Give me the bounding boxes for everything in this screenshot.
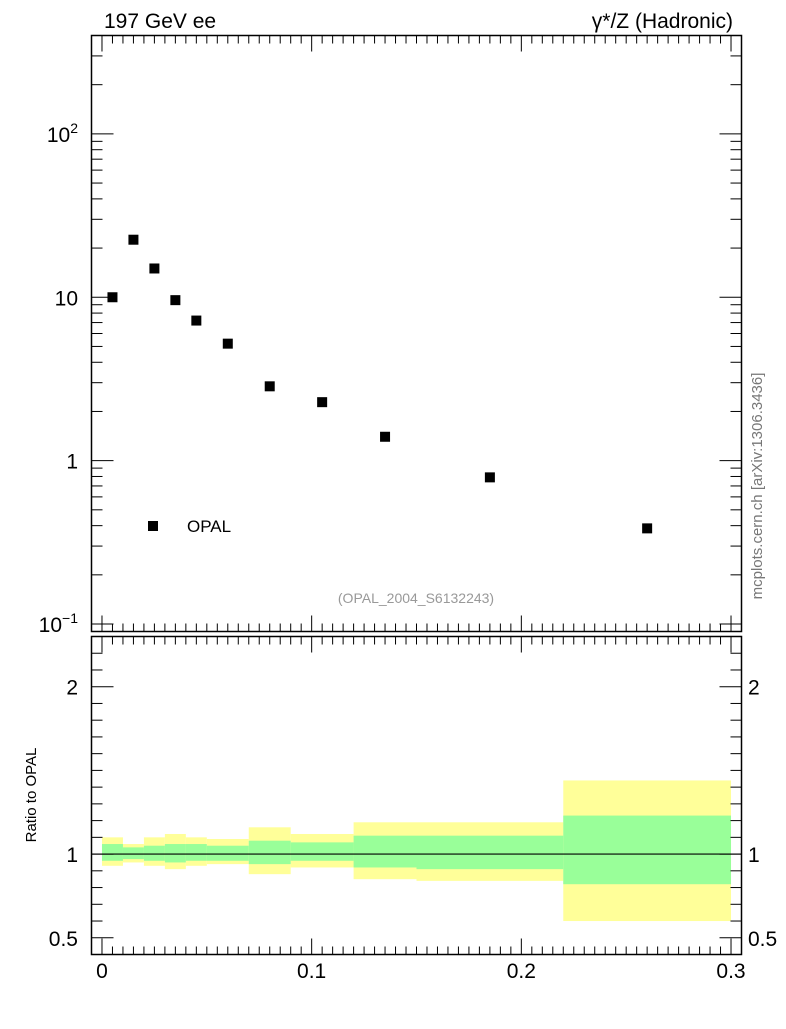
data-point [484,472,495,483]
ratio-panel: 0.5 0.5 1 1 2 2 0 0.1 0.2 0.3 [49,635,777,983]
ratio-stat-band [416,835,564,870]
legend-marker [148,521,158,531]
data-point [170,295,181,306]
data-point [222,338,233,349]
main-panel: 10−1 1 10 102 (OPAL_2004_S6132243) OPAL [39,34,743,637]
ratio-stat-band [143,845,165,861]
ratio-y-tick-label-right: 0.5 [748,928,777,951]
x-tick-label: 0.1 [297,960,326,983]
ratio-plot-frame [90,635,743,956]
ratio-stat-band [290,842,354,861]
data-point [107,292,118,303]
ratio-stat-band [122,847,144,860]
main-y-tick-label: 10−1 [39,610,79,637]
legend: OPAL [148,517,231,536]
data-point [642,523,653,534]
ratio-stat-band [185,844,207,861]
data-point [264,381,275,392]
main-y-tick-label: 1 [66,451,78,474]
x-tick-label: 0.3 [716,960,745,983]
ratio-y-tick-label-right: 2 [748,677,760,700]
main-plot-frame [90,34,743,633]
data-point [128,234,139,245]
header-left-title: 197 GeV ee [104,10,216,33]
main-y-tick-label: 102 [47,120,78,147]
main-y-tick-label: 10 [55,287,78,310]
ratio-stat-band [563,815,732,885]
ratio-y-axis-label: Ratio to OPAL [23,748,40,843]
ratio-stat-band [164,844,186,863]
ratio-y-tick-label: 2 [66,677,78,700]
side-label: mcplots.cern.ch [arXiv:1306.3436] [749,373,766,600]
ratio-y-tick-label-right: 1 [748,844,760,867]
ratio-y-tick-label: 1 [66,844,78,867]
data-point [191,315,202,326]
legend-label: OPAL [187,517,231,536]
ratio-stat-band [101,844,123,861]
data-point [149,263,160,274]
x-tick-label: 0 [96,960,108,983]
ratio-stat-band [248,840,291,865]
header-right-title: γ*/Z (Hadronic) [592,10,733,33]
ratio-stat-band [206,845,249,861]
ratio-y-tick-label: 0.5 [49,928,78,951]
x-tick-label: 0.2 [507,960,536,983]
ratio-stat-band [353,835,417,868]
data-point [380,431,391,442]
data-point [317,397,328,408]
analysis-tag: (OPAL_2004_S6132243) [338,590,494,606]
